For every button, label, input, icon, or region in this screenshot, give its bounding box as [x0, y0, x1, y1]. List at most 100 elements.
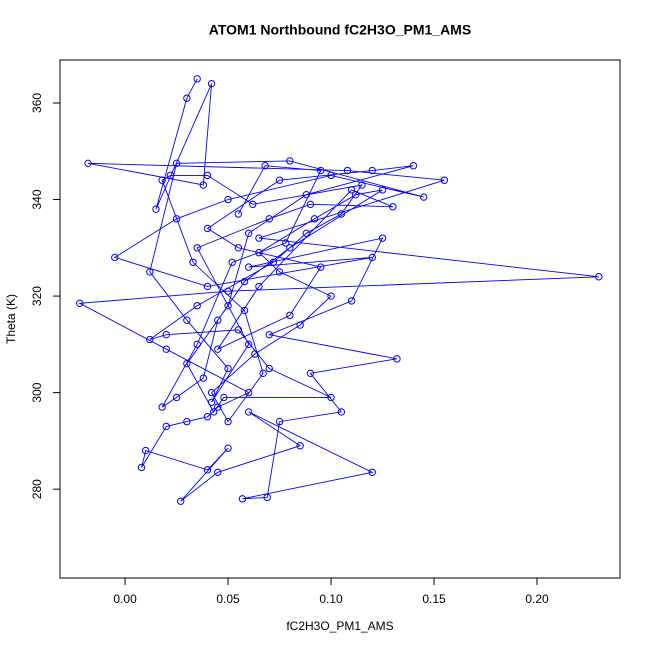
point	[214, 316, 222, 324]
point	[263, 493, 271, 502]
point	[238, 495, 247, 503]
point	[183, 417, 191, 426]
point	[234, 326, 243, 334]
point	[286, 311, 294, 320]
point	[378, 234, 387, 242]
point	[137, 463, 146, 472]
x-tick-label: 0.00	[113, 592, 137, 606]
point	[172, 393, 181, 402]
point	[259, 369, 267, 378]
point	[240, 277, 249, 286]
point	[224, 417, 232, 426]
point	[286, 157, 294, 165]
point	[306, 369, 315, 378]
series-line	[78, 78, 599, 502]
chart-title: ATOM1 Northbound fC2H3O_PM1_AMS	[209, 22, 471, 38]
point	[269, 258, 278, 266]
point	[166, 171, 175, 180]
point	[183, 316, 191, 324]
y-tick-label: 280	[30, 479, 44, 499]
point	[203, 224, 212, 233]
point	[84, 159, 92, 168]
y-tick-label: 340	[30, 189, 44, 209]
point	[162, 345, 170, 353]
point	[172, 159, 181, 168]
point	[162, 422, 170, 431]
point	[214, 345, 222, 353]
point	[409, 162, 418, 170]
point	[162, 330, 170, 339]
point	[193, 302, 201, 310]
point	[595, 273, 603, 281]
point	[306, 200, 315, 209]
point	[214, 403, 222, 411]
point	[368, 166, 376, 175]
point	[183, 359, 191, 368]
point	[244, 340, 253, 349]
point	[347, 297, 356, 305]
point	[347, 186, 356, 194]
point	[389, 203, 397, 211]
point	[302, 229, 311, 238]
point	[111, 253, 119, 262]
point	[224, 287, 232, 295]
point	[275, 176, 284, 184]
point	[378, 186, 387, 194]
x-tick-label: 0.05	[216, 592, 240, 606]
point	[368, 253, 376, 262]
point	[146, 335, 154, 344]
point	[199, 374, 208, 382]
point	[327, 292, 335, 300]
point	[352, 190, 360, 199]
point	[199, 181, 208, 189]
point	[209, 408, 218, 416]
point	[275, 417, 284, 426]
point	[296, 442, 304, 450]
point	[255, 248, 263, 257]
point	[146, 268, 154, 276]
point	[203, 466, 212, 474]
point	[327, 393, 335, 402]
y-tick-label: 300	[30, 382, 44, 402]
point	[337, 408, 346, 416]
x-tick-label: 0.20	[525, 592, 549, 606]
point	[224, 444, 232, 452]
point	[152, 205, 160, 213]
point	[176, 497, 185, 505]
y-axis-label: Theta (K)	[4, 294, 18, 344]
x-tick-label: 0.15	[422, 592, 446, 606]
point	[244, 229, 253, 238]
y-tick-label: 320	[30, 286, 44, 306]
point	[141, 446, 150, 455]
point	[286, 244, 294, 252]
point	[251, 350, 259, 358]
point	[244, 408, 253, 416]
point	[265, 364, 273, 373]
point	[203, 282, 212, 291]
point	[327, 171, 335, 180]
x-axis-label: fC2H3O_PM1_AMS	[286, 619, 393, 633]
point	[244, 388, 253, 397]
point	[224, 195, 232, 204]
point	[214, 468, 222, 476]
x-tick-label: 0.10	[319, 592, 343, 606]
point	[368, 468, 376, 476]
point	[240, 306, 249, 315]
point	[224, 302, 232, 310]
point	[189, 258, 197, 266]
point	[234, 210, 243, 218]
point	[193, 340, 201, 349]
plot-frame	[59, 59, 621, 579]
point	[420, 193, 428, 201]
point	[249, 200, 257, 209]
point	[302, 190, 311, 199]
point	[158, 176, 166, 184]
point	[296, 321, 304, 329]
point	[234, 244, 243, 252]
point	[275, 268, 284, 276]
point	[224, 364, 232, 373]
point	[255, 234, 263, 242]
point	[220, 393, 228, 402]
point	[203, 413, 212, 421]
